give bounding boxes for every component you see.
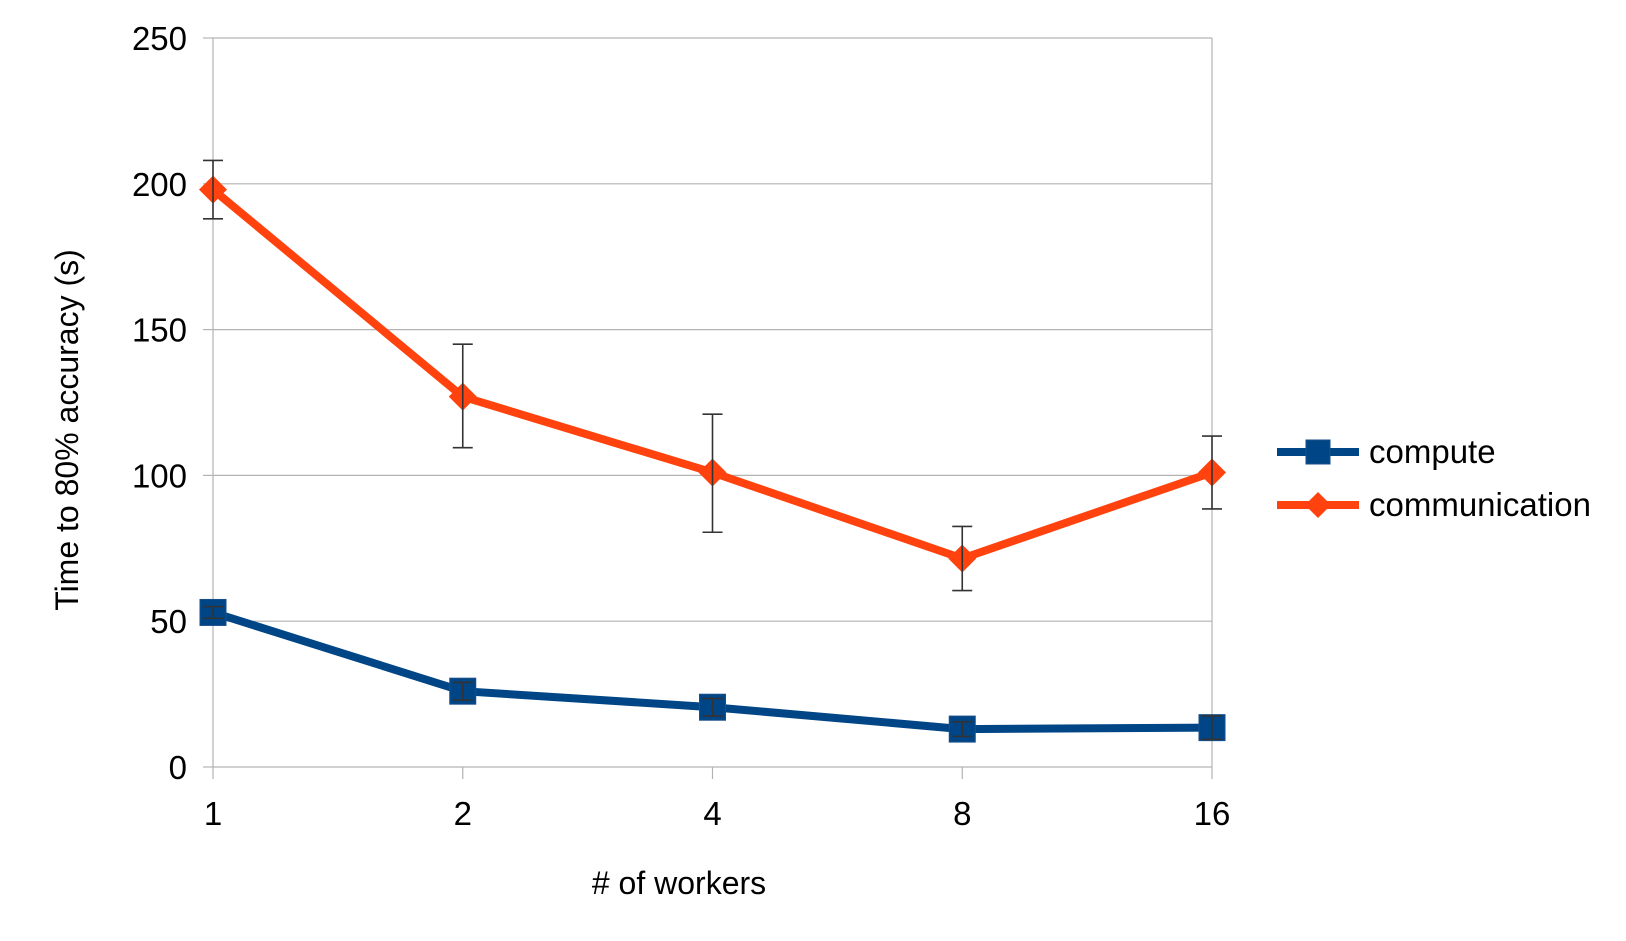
x-tick-label: 4 xyxy=(703,795,721,832)
x-axis-title: # of workers xyxy=(592,865,766,901)
series-compute xyxy=(199,598,1226,743)
x-tick-label: 2 xyxy=(454,795,472,832)
legend-label: compute xyxy=(1369,433,1496,470)
y-tick-label: 50 xyxy=(150,603,187,640)
y-tick-label: 100 xyxy=(132,457,187,494)
series xyxy=(199,159,1226,743)
legend-marker-compute xyxy=(1305,439,1331,465)
y-tick-label: 0 xyxy=(169,749,187,786)
legend-marker-communication xyxy=(1305,492,1331,518)
x-tick-label: 1 xyxy=(204,795,222,832)
tick-labels: 0 50 100 150 200 250 1 2 4 8 16 xyxy=(132,20,1230,832)
y-tick-label: 150 xyxy=(132,312,187,349)
legend-entry-compute: compute xyxy=(1277,433,1496,470)
y-tick-label: 250 xyxy=(132,20,187,57)
gridlines xyxy=(213,37,1212,622)
axes xyxy=(203,37,1213,779)
legend-label: communication xyxy=(1369,486,1591,523)
x-tick-label: 8 xyxy=(953,795,971,832)
y-axis-title: Time to 80% accuracy (s) xyxy=(49,249,85,611)
legend-entry-communication: communication xyxy=(1277,486,1591,523)
x-tick-label: 16 xyxy=(1194,795,1231,832)
legend: compute communication xyxy=(1277,433,1591,523)
y-tick-label: 200 xyxy=(132,166,187,203)
series-communication xyxy=(199,159,1226,592)
